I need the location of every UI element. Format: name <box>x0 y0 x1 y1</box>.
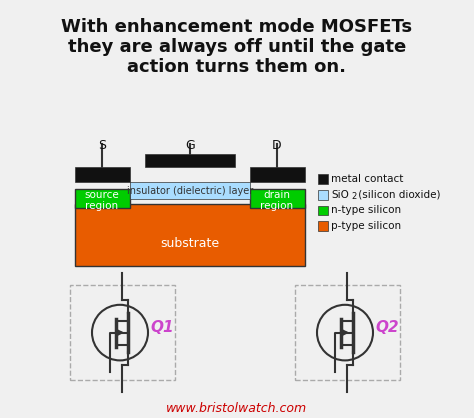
FancyBboxPatch shape <box>75 204 305 266</box>
Text: source
region: source region <box>85 190 119 212</box>
Text: action turns them on.: action turns them on. <box>128 58 346 76</box>
Text: (silicon dioxide): (silicon dioxide) <box>355 190 440 200</box>
Text: insulator (dielectric) layer: insulator (dielectric) layer <box>127 186 253 196</box>
Text: drain
region: drain region <box>260 190 293 212</box>
Text: 2: 2 <box>351 192 356 201</box>
Text: www.bristolwatch.com: www.bristolwatch.com <box>166 402 308 415</box>
FancyBboxPatch shape <box>75 167 130 182</box>
FancyBboxPatch shape <box>318 190 328 199</box>
Text: SiO: SiO <box>331 190 349 200</box>
FancyBboxPatch shape <box>318 206 328 215</box>
Text: Q1: Q1 <box>150 320 173 335</box>
Text: they are always off until the gate: they are always off until the gate <box>68 38 406 56</box>
Text: With enhancement mode MOSFETs: With enhancement mode MOSFETs <box>62 18 412 36</box>
Text: metal contact: metal contact <box>331 174 403 184</box>
FancyBboxPatch shape <box>318 222 328 231</box>
FancyBboxPatch shape <box>75 189 130 209</box>
Text: S: S <box>98 139 106 152</box>
FancyBboxPatch shape <box>145 154 235 167</box>
Text: D: D <box>272 139 282 152</box>
FancyBboxPatch shape <box>250 167 305 182</box>
FancyBboxPatch shape <box>250 189 305 209</box>
FancyBboxPatch shape <box>130 182 250 199</box>
Text: substrate: substrate <box>160 237 219 250</box>
Text: G: G <box>185 139 195 152</box>
Text: Q2: Q2 <box>375 320 399 335</box>
Text: p-type silicon: p-type silicon <box>331 222 401 232</box>
Text: n-type silicon: n-type silicon <box>331 206 401 216</box>
FancyBboxPatch shape <box>318 174 328 184</box>
